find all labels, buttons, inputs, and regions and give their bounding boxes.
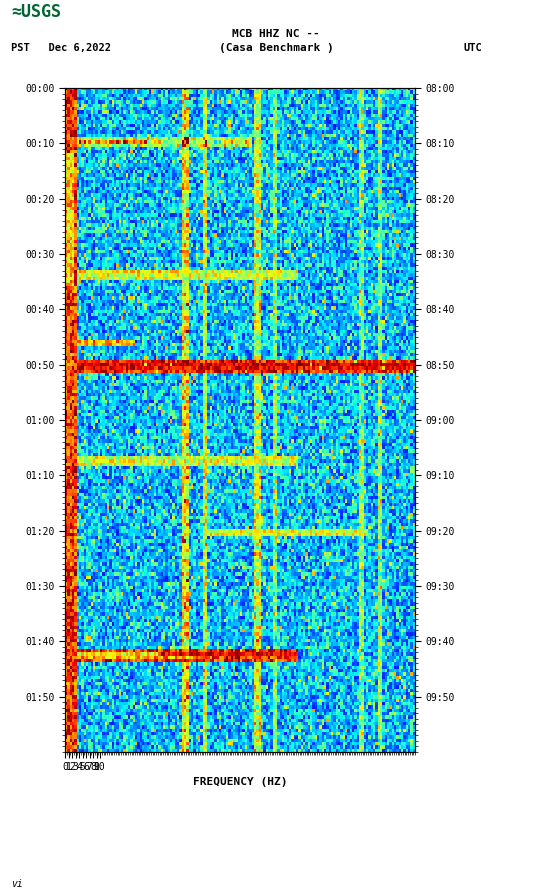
Text: UTC: UTC [464,43,482,53]
Text: PST   Dec 6,2022: PST Dec 6,2022 [11,43,111,53]
Text: vi: vi [11,880,23,889]
Text: ≈USGS: ≈USGS [11,3,61,21]
Text: MCB HHZ NC --: MCB HHZ NC -- [232,29,320,39]
Text: (Casa Benchmark ): (Casa Benchmark ) [219,43,333,53]
X-axis label: FREQUENCY (HZ): FREQUENCY (HZ) [193,777,287,787]
